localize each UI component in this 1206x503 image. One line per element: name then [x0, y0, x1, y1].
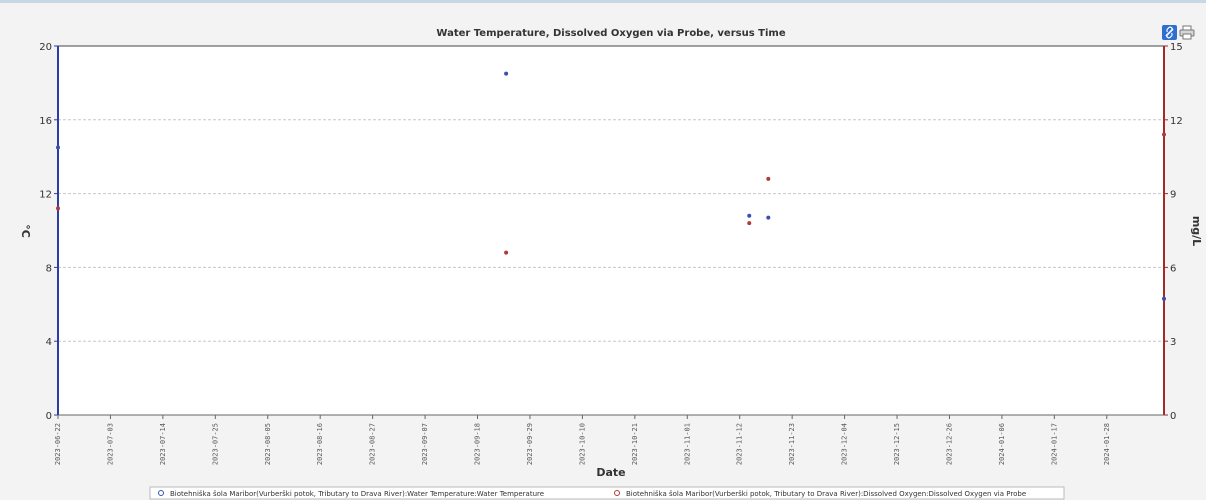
oxygen-point[interactable]	[504, 250, 509, 255]
x-tick-label: 2024-01-17	[1050, 423, 1058, 465]
oxygen-point[interactable]	[1162, 132, 1166, 137]
temperature-point[interactable]	[504, 71, 509, 76]
data-points	[56, 71, 1166, 301]
x-axis-label: Date	[596, 466, 625, 479]
legend-label-oxygen[interactable]: Biotehniška šola Maribor(Vurberški potok…	[626, 490, 1026, 498]
left-tick-label: 4	[46, 337, 52, 348]
y-left-label: °C	[19, 224, 32, 238]
x-tick-label: 2023-09-18	[474, 423, 482, 465]
right-axis-ticks: 0 3 6 9 12 15	[1164, 42, 1183, 422]
legend-label-temperature[interactable]: Biotehniška šola Maribor(Vurberški potok…	[170, 490, 544, 498]
legend-marker-temperature[interactable]	[158, 490, 164, 496]
x-tick-label: 2024-01-28	[1103, 423, 1111, 465]
left-tick-label: 20	[39, 42, 52, 53]
temperature-point[interactable]	[56, 145, 60, 150]
right-tick-label: 0	[1170, 411, 1176, 422]
right-tick-label: 12	[1170, 116, 1183, 127]
grid	[58, 119, 1164, 342]
temperature-point[interactable]	[1162, 296, 1166, 301]
x-axis-ticks: 2023-06-22 2023-07-03 2023-07-14 2023-07-25…	[54, 415, 1111, 465]
legend-marker-oxygen[interactable]	[614, 490, 620, 496]
x-tick-label: 2023-12-26	[945, 423, 953, 465]
x-tick-label: 2023-06-22	[54, 423, 62, 465]
x-tick-label: 2023-10-10	[578, 423, 586, 465]
x-tick-label: 2023-07-03	[106, 423, 114, 465]
right-tick-label: 3	[1170, 337, 1176, 348]
x-tick-label: 2023-09-07	[421, 423, 429, 465]
left-tick-label: 0	[46, 411, 52, 422]
x-tick-label: 2023-07-14	[159, 423, 167, 465]
legend-box	[149, 486, 1065, 500]
oxygen-point[interactable]	[766, 176, 771, 181]
left-tick-label: 16	[39, 116, 52, 127]
x-tick-label: 2023-07-25	[211, 423, 219, 465]
x-tick-label: 2023-09-29	[526, 423, 534, 465]
right-tick-label: 9	[1170, 190, 1176, 201]
left-axis-ticks: 0 4 8 12 16 20	[39, 42, 58, 422]
left-tick-label: 12	[39, 190, 52, 201]
right-tick-label: 6	[1170, 263, 1176, 274]
legend: Biotehniška šola Maribor(Vurberški potok…	[149, 486, 1065, 500]
left-tick-label: 8	[46, 263, 52, 274]
x-tick-label: 2023-12-15	[893, 423, 901, 465]
x-tick-label: 2023-12-04	[841, 423, 849, 465]
right-tick-label: 15	[1170, 42, 1183, 53]
x-tick-label: 2023-11-12	[736, 423, 744, 465]
x-tick-label: 2023-10-21	[631, 423, 639, 465]
x-tick-label: 2023-08-16	[316, 423, 324, 465]
oxygen-point[interactable]	[747, 221, 752, 226]
print-icon[interactable]	[1179, 25, 1195, 40]
chart: Water Temperature, Dissolved Oxygen via …	[19, 25, 1203, 500]
temperature-point[interactable]	[766, 215, 771, 220]
x-tick-label: 2023-08-27	[369, 423, 377, 465]
temperature-point[interactable]	[747, 213, 752, 218]
oxygen-point[interactable]	[56, 206, 60, 211]
y-right-label: mg/L	[1190, 216, 1203, 246]
x-tick-label: 2023-11-23	[788, 423, 796, 465]
x-tick-label: 2024-01-06	[998, 423, 1006, 465]
x-tick-label: 2023-08-05	[264, 423, 272, 465]
plot-area	[58, 46, 1164, 415]
link-icon[interactable]	[1162, 25, 1177, 40]
chart-title: Water Temperature, Dissolved Oxygen via …	[436, 28, 785, 39]
x-tick-label: 2023-11-01	[683, 423, 691, 465]
